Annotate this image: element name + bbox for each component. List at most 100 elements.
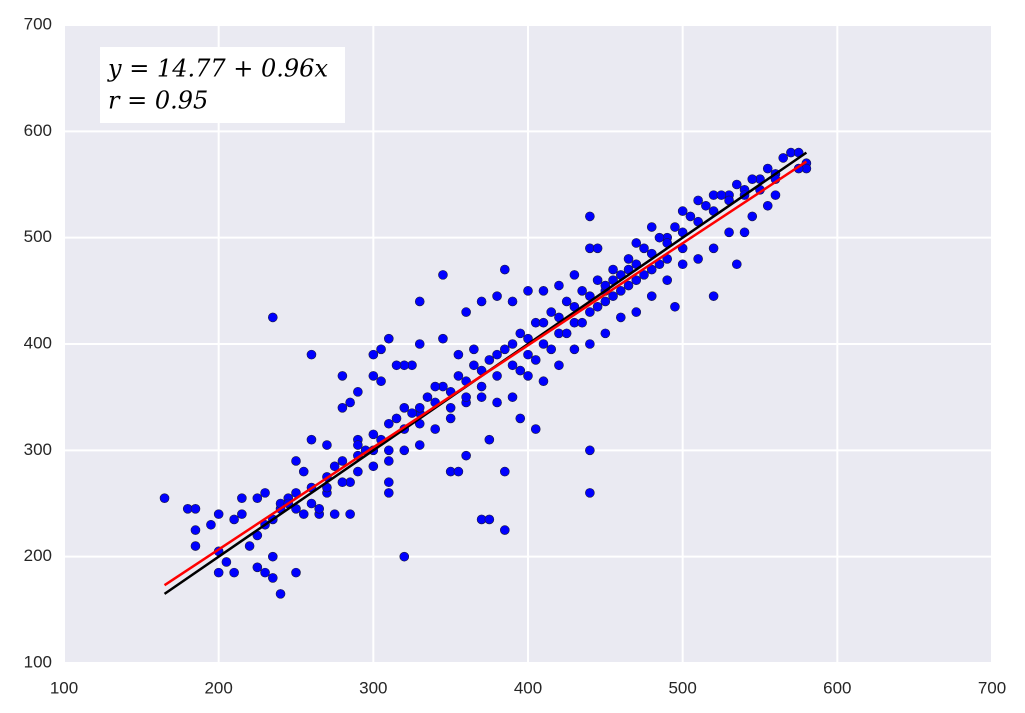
point [329, 509, 340, 519]
point [623, 254, 634, 264]
point [368, 349, 379, 360]
point [708, 291, 719, 301]
point [577, 286, 587, 296]
x-tick-label: 500 [668, 678, 696, 697]
point [523, 371, 533, 381]
point [747, 174, 758, 184]
point [499, 525, 510, 535]
point [438, 270, 448, 280]
point [453, 371, 464, 381]
point [646, 222, 657, 232]
point [693, 195, 703, 206]
y-tick-label: 200 [24, 546, 52, 565]
point [507, 360, 518, 371]
point [670, 222, 680, 232]
point [499, 466, 510, 477]
point [306, 434, 317, 445]
point [476, 296, 487, 307]
point [267, 573, 278, 583]
point [383, 456, 394, 466]
point [685, 211, 696, 222]
y-tick-label: 500 [24, 227, 52, 246]
point [577, 317, 587, 328]
point [724, 227, 734, 238]
point [298, 466, 309, 477]
point [345, 397, 355, 408]
point [608, 264, 618, 275]
point [337, 371, 348, 381]
point [298, 509, 309, 519]
point [762, 200, 773, 211]
point [492, 291, 502, 301]
point [538, 376, 549, 387]
point [430, 424, 441, 434]
point [445, 402, 456, 413]
point [337, 402, 348, 413]
point [260, 567, 270, 578]
point [507, 392, 518, 402]
point [267, 551, 278, 562]
point [306, 498, 317, 509]
point [430, 381, 441, 392]
point [229, 514, 239, 525]
point [469, 344, 479, 355]
x-tick-label: 700 [978, 678, 1006, 697]
point [538, 286, 549, 296]
point [592, 301, 603, 312]
point [639, 270, 649, 280]
point [221, 557, 232, 567]
point [499, 344, 510, 355]
point [368, 461, 379, 472]
point [391, 360, 402, 371]
fit-line [163, 160, 808, 587]
point [159, 493, 170, 503]
point [585, 211, 595, 222]
point [716, 190, 727, 200]
point [383, 477, 394, 488]
point [770, 190, 781, 200]
point [507, 339, 518, 349]
y-tick-label: 600 [24, 121, 52, 140]
point [445, 413, 456, 424]
point [492, 371, 502, 381]
point [190, 541, 201, 551]
point [731, 179, 742, 190]
point [507, 296, 518, 307]
point [554, 280, 564, 291]
point [708, 243, 719, 254]
point [492, 397, 502, 408]
point [453, 466, 464, 477]
point [345, 509, 355, 519]
point [237, 493, 247, 503]
point [368, 371, 379, 381]
point [399, 445, 410, 456]
point [329, 461, 340, 472]
point [546, 344, 557, 355]
point [592, 275, 603, 286]
point [677, 259, 688, 270]
point [600, 296, 611, 307]
point [662, 275, 673, 286]
point [585, 445, 595, 456]
point [306, 349, 317, 360]
point [213, 509, 224, 519]
point [314, 504, 325, 514]
point [337, 477, 348, 488]
point [291, 567, 301, 578]
point [747, 211, 758, 222]
x-tick-label: 300 [359, 678, 387, 697]
point [561, 296, 572, 307]
point [515, 365, 526, 376]
point [569, 270, 580, 280]
point [383, 488, 394, 498]
point [484, 355, 495, 365]
x-tick-label: 100 [50, 678, 78, 697]
point [267, 312, 278, 323]
point [515, 413, 526, 424]
point [399, 551, 410, 562]
point [414, 296, 425, 307]
point [701, 200, 711, 211]
point [469, 360, 479, 371]
point [623, 280, 634, 291]
